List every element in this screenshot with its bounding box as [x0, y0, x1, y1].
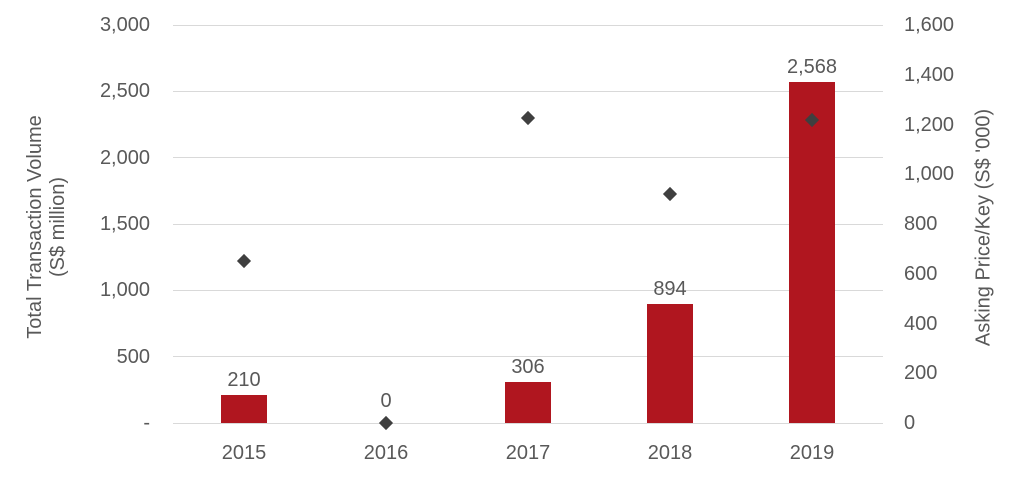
- gridline: [173, 90, 883, 92]
- right-axis-tick-label: 600: [904, 262, 938, 285]
- scatter-diamond-marker: [236, 254, 252, 269]
- right-axis-tick-label: 1,200: [904, 113, 955, 136]
- x-axis-category-label: 2018: [647, 442, 693, 464]
- right-axis-tick-label: 200: [904, 362, 938, 385]
- right-axis-tick-label: 1,600: [904, 14, 955, 36]
- left-axis-tick-label: 1,500: [99, 213, 150, 235]
- right-axis-tick-label: 1,400: [904, 63, 955, 86]
- bar-series-point: [505, 382, 551, 423]
- left-axis-tick-label: 3,000: [99, 14, 150, 36]
- right-axis-tick-label: 800: [904, 213, 938, 235]
- left-axis-tick-label: 1,000: [99, 279, 150, 302]
- scatter-diamond-marker: [520, 111, 536, 126]
- bar-data-label: 2,568: [786, 56, 838, 79]
- bar-data-label: 306: [511, 356, 545, 379]
- x-axis-category-label: 2016: [363, 442, 409, 464]
- x-axis-category-label: 2019: [789, 442, 835, 464]
- bar-series-point: [789, 82, 835, 423]
- x-axis-category-label: 2015: [221, 442, 267, 464]
- bar-data-label: 0: [380, 390, 392, 412]
- bar-data-label: 210: [227, 369, 261, 392]
- gridline: [173, 223, 883, 225]
- gridline: [173, 422, 883, 424]
- bar-series-point: [647, 304, 693, 423]
- gridline: [173, 24, 883, 26]
- gridline: [173, 356, 883, 358]
- left-axis-tick-label: 500: [116, 345, 150, 368]
- right-axis-tick-label: 1,000: [904, 163, 955, 186]
- scatter-diamond-marker: [662, 187, 678, 202]
- gridline: [173, 289, 883, 291]
- right-axis-tick-label: 400: [904, 312, 938, 335]
- left-axis-tick-label: 2,000: [99, 146, 150, 169]
- right-axis-title: Asking Price/Key (S$ '000): [972, 108, 995, 347]
- right-axis-tick-label: 0: [904, 412, 916, 434]
- bar-data-label: 894: [653, 278, 687, 301]
- left-axis-tick-label: -: [143, 412, 150, 434]
- x-axis-category-label: 2017: [505, 442, 551, 464]
- gridline: [173, 157, 883, 159]
- bar-series-point: [221, 395, 267, 423]
- scatter-diamond-marker: [378, 415, 394, 431]
- left-axis-tick-label: 2,500: [99, 80, 150, 103]
